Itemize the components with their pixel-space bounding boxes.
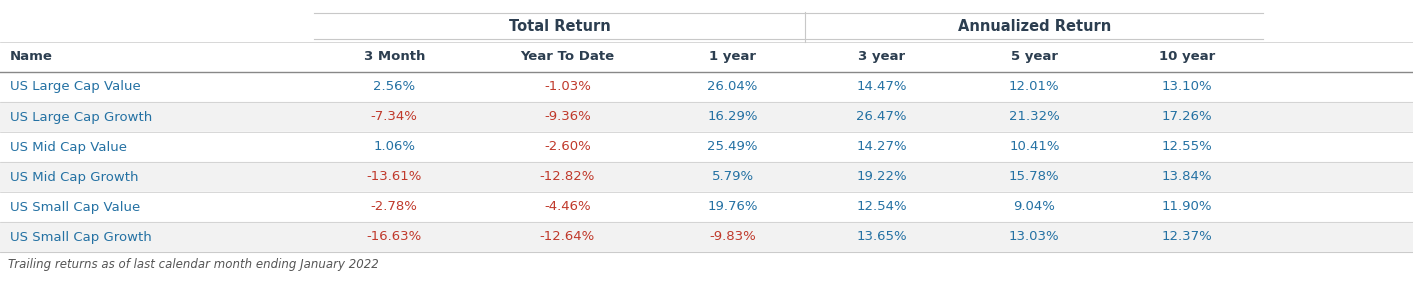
Text: 13.03%: 13.03%	[1009, 230, 1060, 243]
Text: -2.78%: -2.78%	[370, 201, 418, 213]
Bar	[0, 132, 1413, 162]
Text: Year To Date: Year To Date	[520, 50, 615, 63]
Text: 10 year: 10 year	[1159, 50, 1215, 63]
Text: -9.36%: -9.36%	[544, 111, 591, 124]
Text: Name: Name	[10, 50, 52, 63]
Text: 3 Month: 3 Month	[363, 50, 425, 63]
Text: 14.47%: 14.47%	[856, 80, 907, 94]
Text: 12.54%: 12.54%	[856, 201, 907, 213]
Text: -1.03%: -1.03%	[544, 80, 591, 94]
Text: 15.78%: 15.78%	[1009, 171, 1060, 184]
Text: 17.26%: 17.26%	[1161, 111, 1212, 124]
Text: 1.06%: 1.06%	[373, 140, 415, 153]
Text: 12.01%: 12.01%	[1009, 80, 1060, 94]
Text: 21.32%: 21.32%	[1009, 111, 1060, 124]
Bar	[0, 222, 1413, 252]
Text: US Mid Cap Value: US Mid Cap Value	[10, 140, 127, 153]
Text: -13.61%: -13.61%	[366, 171, 422, 184]
Text: 25.49%: 25.49%	[708, 140, 757, 153]
Text: -16.63%: -16.63%	[366, 230, 422, 243]
Text: 19.76%: 19.76%	[708, 201, 757, 213]
Text: US Small Cap Value: US Small Cap Value	[10, 201, 140, 213]
Bar	[0, 72, 1413, 102]
Text: Trailing returns as of last calendar month ending January 2022: Trailing returns as of last calendar mon…	[8, 258, 379, 271]
Text: 14.27%: 14.27%	[856, 140, 907, 153]
Text: 16.29%: 16.29%	[708, 111, 757, 124]
Text: 19.22%: 19.22%	[856, 171, 907, 184]
Text: -12.82%: -12.82%	[540, 171, 595, 184]
Text: 13.84%: 13.84%	[1161, 171, 1212, 184]
Text: US Mid Cap Growth: US Mid Cap Growth	[10, 171, 138, 184]
Text: 5.79%: 5.79%	[712, 171, 753, 184]
Text: 12.55%: 12.55%	[1161, 140, 1212, 153]
Text: 5 year: 5 year	[1010, 50, 1058, 63]
Text: 1 year: 1 year	[709, 50, 756, 63]
Text: US Large Cap Value: US Large Cap Value	[10, 80, 141, 94]
Text: Annualized Return: Annualized Return	[958, 19, 1111, 34]
Text: -2.60%: -2.60%	[544, 140, 591, 153]
Text: 13.10%: 13.10%	[1161, 80, 1212, 94]
Bar	[0, 102, 1413, 132]
Bar	[0, 42, 1413, 72]
Text: 11.90%: 11.90%	[1161, 201, 1212, 213]
Text: 3 year: 3 year	[858, 50, 906, 63]
Bar	[0, 192, 1413, 222]
Text: US Small Cap Growth: US Small Cap Growth	[10, 230, 151, 243]
Bar	[0, 162, 1413, 192]
Bar	[0, 12, 1413, 42]
Text: 26.47%: 26.47%	[856, 111, 907, 124]
Text: Total Return: Total Return	[509, 19, 610, 34]
Text: -7.34%: -7.34%	[370, 111, 418, 124]
Text: 10.41%: 10.41%	[1009, 140, 1060, 153]
Text: 12.37%: 12.37%	[1161, 230, 1212, 243]
Text: 13.65%: 13.65%	[856, 230, 907, 243]
Text: -4.46%: -4.46%	[544, 201, 591, 213]
Text: -9.83%: -9.83%	[709, 230, 756, 243]
Text: 26.04%: 26.04%	[708, 80, 757, 94]
Text: -12.64%: -12.64%	[540, 230, 595, 243]
Text: 9.04%: 9.04%	[1013, 201, 1056, 213]
Text: US Large Cap Growth: US Large Cap Growth	[10, 111, 153, 124]
Text: 2.56%: 2.56%	[373, 80, 415, 94]
